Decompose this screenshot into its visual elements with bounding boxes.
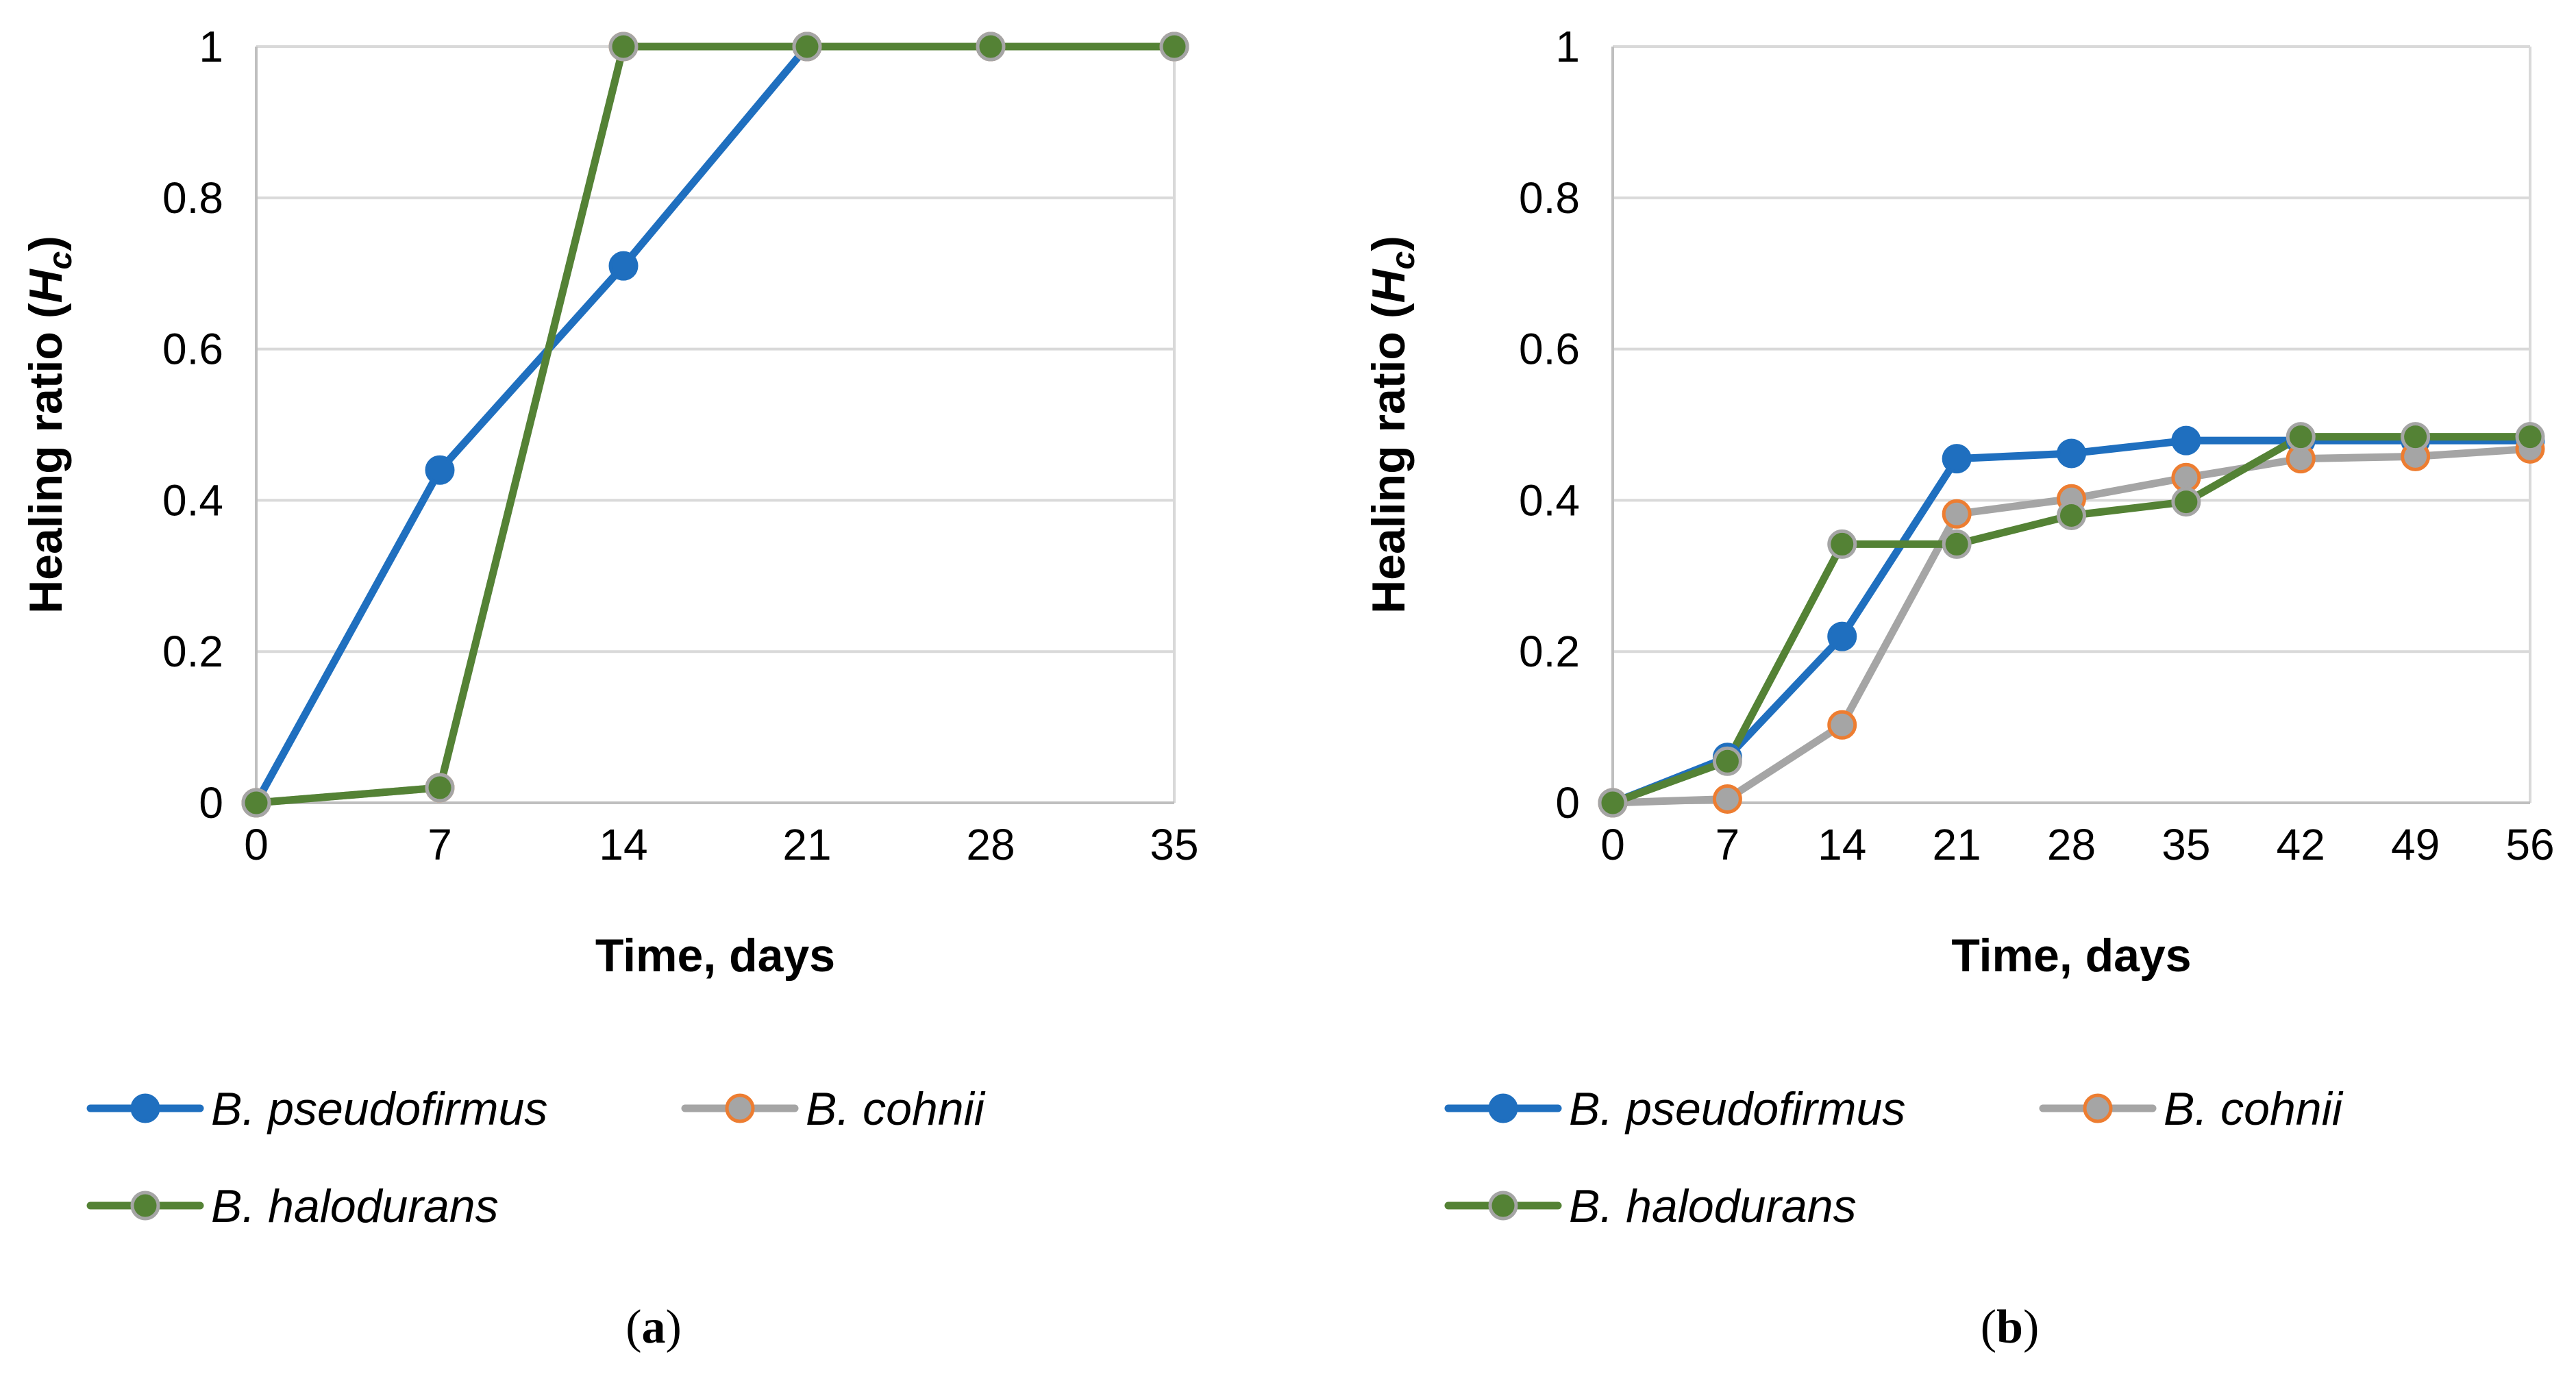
data-point-series-2 <box>1827 529 1857 559</box>
data-point-series-2 <box>1712 746 1742 776</box>
y-axis-title-close: ) <box>1363 236 1415 251</box>
data-point-series-0 <box>608 251 639 281</box>
data-point-series-2 <box>2171 487 2201 517</box>
panel-caption: (a) <box>626 1301 682 1354</box>
x-tick-label: 42 <box>2277 820 2325 869</box>
legend-label-1: B. cohnii <box>806 1083 986 1135</box>
y-axis-title-variable: H <box>1363 269 1415 303</box>
y-tick-label: 0.4 <box>1519 475 1580 525</box>
legend-marker-0 <box>1488 1093 1518 1123</box>
x-tick-label: 14 <box>1818 820 1866 869</box>
data-point-series-2 <box>1942 529 1972 559</box>
x-tick-label: 49 <box>2391 820 2440 869</box>
panel-caption: (b) <box>1981 1301 2040 1354</box>
legend-marker-2 <box>130 1191 160 1221</box>
legend-label-0: B. pseudofirmus <box>1569 1083 1905 1135</box>
data-point-series-2 <box>2286 422 2316 452</box>
y-tick-label: 0.4 <box>162 475 223 525</box>
x-tick-label: 28 <box>2047 820 2096 869</box>
y-tick-label: 1 <box>199 22 223 71</box>
x-tick-label: 35 <box>1150 820 1198 869</box>
y-tick-label: 1 <box>1555 22 1580 71</box>
legend-marker-2 <box>1488 1191 1518 1221</box>
data-point-series-2 <box>241 788 271 818</box>
data-point-series-2 <box>976 32 1006 62</box>
x-tick-label: 14 <box>599 820 647 869</box>
y-tick-label: 0.8 <box>1519 173 1580 223</box>
data-point-series-0 <box>2171 425 2201 456</box>
x-tick-label: 21 <box>782 820 831 869</box>
series-line-2 <box>252 42 1178 807</box>
x-tick-label: 7 <box>428 820 452 869</box>
data-point-series-2 <box>792 32 822 62</box>
panel-caption-close: ) <box>2023 1301 2039 1354</box>
data-point-series-2 <box>2401 422 2431 452</box>
y-tick-label: 0.6 <box>162 325 223 374</box>
data-point-series-1 <box>1942 499 1972 529</box>
y-axis-title-variable: H <box>20 269 72 303</box>
data-point-series-2 <box>425 773 455 803</box>
data-point-series-0 <box>1827 621 1857 651</box>
x-tick-label: 56 <box>2505 820 2554 869</box>
y-tick-label: 0 <box>199 778 223 827</box>
legend-label-1: B. cohnii <box>2164 1083 2344 1135</box>
chart-panel-a: 0 0.2 0.4 0.6 0.8 1 0 7 14 21 28 35 Time, days Healin… <box>20 22 1199 1354</box>
y-tick-label: 0 <box>1555 778 1580 827</box>
y-tick-label: 0.2 <box>1519 627 1580 676</box>
panel-caption-open: ( <box>626 1301 641 1354</box>
y-axis-title-close: ) <box>20 236 72 251</box>
data-point-series-2 <box>2057 500 2086 530</box>
y-axis-title-subscript: c <box>1385 251 1422 270</box>
legend-marker-1 <box>2083 1093 2113 1123</box>
legend-label-2: B. halodurans <box>211 1180 499 1232</box>
data-point-series-2 <box>1598 788 1628 818</box>
data-point-series-0 <box>2057 438 2086 469</box>
y-axis-title-main: Healing ratio ( <box>20 303 72 614</box>
x-tick-label: 28 <box>966 820 1015 869</box>
panel-caption-close: ) <box>666 1301 682 1354</box>
x-tick-label: 0 <box>1600 820 1625 869</box>
data-point-series-2 <box>608 32 639 62</box>
legend-label-2: B. halodurans <box>1569 1180 1857 1232</box>
x-axis-title: Time, days <box>595 930 835 982</box>
data-point-series-1 <box>2171 462 2201 493</box>
data-point-series-2 <box>1159 32 1189 62</box>
legend-marker-1 <box>725 1093 755 1123</box>
legend-label-0: B. pseudofirmus <box>211 1083 547 1135</box>
x-tick-label: 21 <box>1933 820 1981 869</box>
panel-caption-label: a <box>642 1301 666 1354</box>
panel-caption-label: b <box>1996 1301 2023 1354</box>
data-point-series-0 <box>425 455 455 485</box>
y-axis-title-main: Healing ratio ( <box>1363 303 1415 614</box>
series-line-0 <box>252 42 1178 807</box>
x-tick-label: 35 <box>2162 820 2210 869</box>
y-axis-title: Healing ratio (Hc) <box>20 236 79 614</box>
legend-marker-0 <box>130 1093 160 1123</box>
chart-panel-b: 0 0.2 0.4 0.6 0.8 1 0 7 14 21 28 35 42 49 56 Time, days… <box>1363 22 2555 1354</box>
y-tick-label: 0.8 <box>162 173 223 223</box>
y-axis-title: Healing ratio (Hc) <box>1363 236 1422 614</box>
panel-caption-open: ( <box>1981 1301 1996 1354</box>
data-point-series-1 <box>1712 784 1742 814</box>
x-tick-label: 7 <box>1716 820 1740 869</box>
y-tick-label: 0.2 <box>162 627 223 676</box>
y-axis-title-subscript: c <box>42 251 79 270</box>
data-point-series-0 <box>1942 444 1972 474</box>
x-tick-label: 0 <box>244 820 269 869</box>
y-tick-label: 0.6 <box>1519 325 1580 374</box>
data-point-series-2 <box>2515 422 2545 452</box>
data-point-series-1 <box>1827 710 1857 740</box>
x-axis-title: Time, days <box>1951 930 2191 982</box>
